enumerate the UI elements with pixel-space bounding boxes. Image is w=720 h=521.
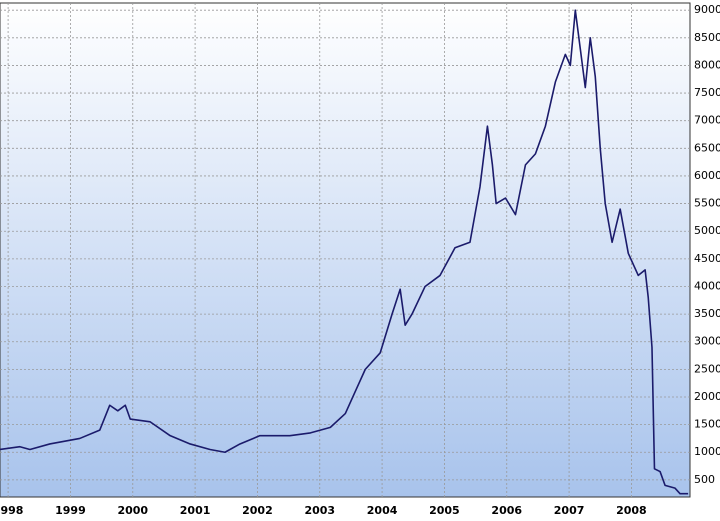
y-tick-label: 2000 [694,390,720,403]
x-tick-label: 1998 [0,504,23,517]
y-tick-label: 7500 [694,86,720,99]
y-tick-label: 6500 [694,141,720,154]
x-tick-label: 2005 [429,504,460,517]
y-tick-label: 3000 [694,335,720,348]
x-tick-label: 2001 [180,504,211,517]
y-tick-label: 500 [694,473,715,486]
y-tick-label: 2500 [694,362,720,375]
y-tick-label: 4000 [694,279,720,292]
y-tick-label: 5000 [694,224,720,237]
y-tick-label: 7000 [694,114,720,127]
y-tick-label: 9000 [694,3,720,16]
y-tick-label: 8000 [694,58,720,71]
x-tick-label: 2003 [304,504,335,517]
x-tick-label: 2006 [491,504,522,517]
y-tick-label: 4500 [694,252,720,265]
x-tick-label: 1999 [55,504,86,517]
x-tick-label: 2002 [242,504,273,517]
y-tick-label: 1500 [694,418,720,431]
y-tick-label: 6000 [694,169,720,182]
x-tick-label: 2004 [367,504,398,517]
line [0,9,689,495]
y-tick-label: 5500 [694,197,720,210]
y-tick-label: 1000 [694,445,720,458]
x-tick-label: 2007 [554,504,585,517]
y-tick-label: 8500 [694,31,720,44]
y-tick-label: 3500 [694,307,720,320]
x-tick-label: 2000 [117,504,148,517]
x-tick-label: 2008 [616,504,647,517]
